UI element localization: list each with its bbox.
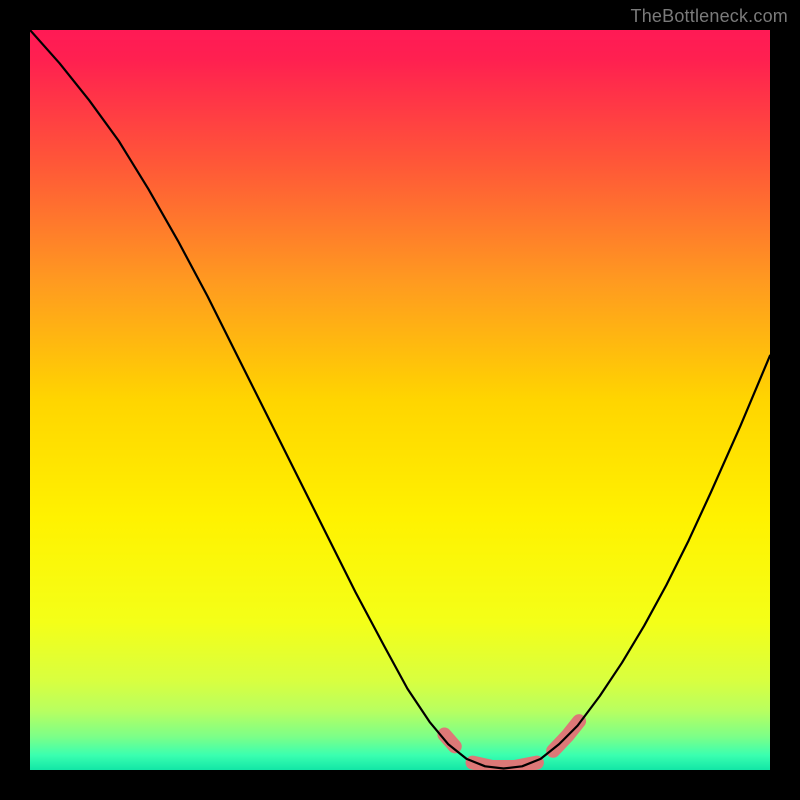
watermark-text: TheBottleneck.com <box>631 6 788 27</box>
plot-area <box>30 30 770 770</box>
bottleneck-curve <box>30 30 770 769</box>
curve-layer <box>30 30 770 770</box>
